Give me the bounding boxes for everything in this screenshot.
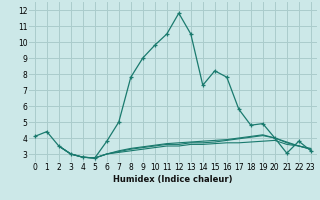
X-axis label: Humidex (Indice chaleur): Humidex (Indice chaleur) xyxy=(113,175,233,184)
